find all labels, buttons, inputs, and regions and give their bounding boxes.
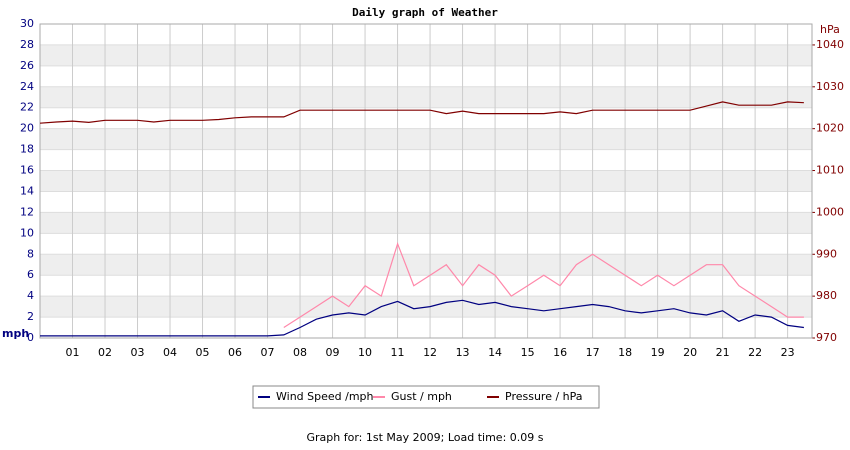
grid-band <box>40 128 812 150</box>
x-tick-label: 01 <box>66 346 80 359</box>
y-tick-label: 18 <box>20 143 34 156</box>
y2-tick-label: 1040 <box>816 38 844 51</box>
legend-box <box>252 385 600 409</box>
y2-tick-label: 990 <box>816 247 837 260</box>
y-tick-label: 6 <box>27 268 34 281</box>
y-tick-label: 22 <box>20 101 34 114</box>
footer: Graph for: 1st May 2009; Load time: 0.09… <box>306 431 543 444</box>
y-tick-label: 10 <box>20 226 34 239</box>
grid-band <box>40 254 812 276</box>
x-tick-label: 16 <box>553 346 567 359</box>
y-axis-label: mph <box>2 327 29 340</box>
y2-tick-label: 1000 <box>816 205 844 218</box>
x-tick-label: 13 <box>456 346 470 359</box>
x-tick-label: 19 <box>651 346 665 359</box>
y2-tick-label: 1020 <box>816 122 844 135</box>
grid-band <box>40 212 812 234</box>
y-tick-label: 4 <box>27 289 34 302</box>
y-tick-label: 8 <box>27 247 34 260</box>
x-tick-label: 11 <box>391 346 405 359</box>
y2-tick-label: 1030 <box>816 80 844 93</box>
x-tick-label: 14 <box>488 346 502 359</box>
y2-tick-label: 1010 <box>816 164 844 177</box>
x-tick-label: 12 <box>423 346 437 359</box>
legend-label: Pressure / hPa <box>505 390 583 403</box>
y2-tick-label: 970 <box>816 331 837 344</box>
y-tick-label: 14 <box>20 184 34 197</box>
y2-tick-label: 980 <box>816 289 837 302</box>
x-tick-label: 18 <box>618 346 632 359</box>
chart-title: Daily graph of Weather <box>352 6 498 19</box>
legend-label: Wind Speed /mph <box>276 390 374 403</box>
x-tick-label: 10 <box>358 346 372 359</box>
y-tick-label: 12 <box>20 205 34 218</box>
x-tick-label: 23 <box>781 346 795 359</box>
y-tick-label: 28 <box>20 38 34 51</box>
x-tick-label: 08 <box>293 346 307 359</box>
y-tick-label: 30 <box>20 17 34 30</box>
x-tick-label: 21 <box>716 346 730 359</box>
y-tick-label: 20 <box>20 122 34 135</box>
x-tick-label: 07 <box>261 346 275 359</box>
series-line <box>40 299 804 337</box>
x-tick-label: 22 <box>748 346 762 359</box>
y-tick-label: 24 <box>20 80 34 93</box>
y-tick-label: 2 <box>27 310 34 323</box>
x-tick-label: 06 <box>228 346 242 359</box>
y-tick-label: 26 <box>20 59 34 72</box>
plot-frame <box>39 23 813 339</box>
y-tick-label: 0 <box>27 331 34 344</box>
x-tick-label: 03 <box>131 346 145 359</box>
series-line <box>283 241 804 329</box>
grid-band <box>40 44 812 66</box>
x-tick-label: 09 <box>326 346 340 359</box>
x-tick-label: 02 <box>98 346 112 359</box>
series-line <box>39 101 804 124</box>
legend-label: Gust / mph <box>391 390 452 403</box>
grid-band <box>40 170 812 192</box>
x-tick-label: 17 <box>586 346 600 359</box>
grid-band <box>40 86 812 108</box>
x-tick-label: 15 <box>521 346 535 359</box>
x-tick-label: 04 <box>163 346 177 359</box>
y-tick-label: 16 <box>20 164 34 177</box>
x-tick-label: 20 <box>683 346 697 359</box>
x-tick-label: 05 <box>196 346 210 359</box>
y2-axis-label: hPa <box>820 23 840 36</box>
